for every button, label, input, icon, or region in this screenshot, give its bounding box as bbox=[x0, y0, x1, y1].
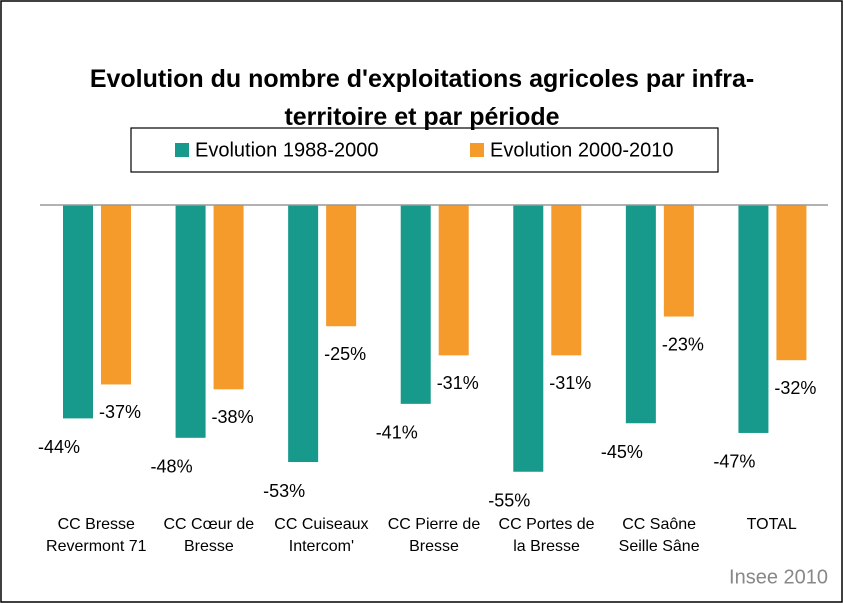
legend-box bbox=[130, 127, 719, 173]
bar bbox=[551, 205, 582, 356]
bar bbox=[63, 205, 93, 419]
data-label: -37% bbox=[99, 402, 141, 422]
data-label: -41% bbox=[376, 423, 418, 443]
x-tick-label: TOTAL bbox=[746, 516, 797, 533]
data-label: -53% bbox=[263, 481, 305, 501]
data-label: -38% bbox=[212, 407, 254, 427]
x-tick-label: CC Bresse Revermont 71 bbox=[46, 516, 147, 555]
data-label: -44% bbox=[38, 437, 80, 457]
data-label: -31% bbox=[549, 373, 591, 393]
data-label: -25% bbox=[324, 344, 366, 364]
bar bbox=[326, 205, 357, 327]
x-tick-label: CC Pierre de Bresse bbox=[387, 516, 481, 555]
bar bbox=[438, 205, 469, 356]
x-tick-label: CC Saône Seille Sâne bbox=[618, 516, 700, 555]
bar bbox=[513, 205, 544, 472]
data-label: -32% bbox=[774, 378, 816, 398]
bar bbox=[101, 205, 131, 385]
bar bbox=[625, 205, 656, 424]
data-label: -45% bbox=[601, 442, 643, 462]
bar bbox=[175, 205, 206, 438]
data-label: -23% bbox=[662, 334, 704, 354]
x-tick-label: CC Portes de la Bresse bbox=[498, 516, 595, 555]
legend-label: Evolution 1988-2000 bbox=[195, 139, 378, 161]
x-tick-label: CC Cœur de Bresse bbox=[163, 516, 255, 555]
bar bbox=[663, 205, 694, 317]
legend-swatch bbox=[175, 143, 189, 157]
data-label: -31% bbox=[437, 373, 479, 393]
source: Insee 2010 bbox=[729, 566, 828, 588]
legend-label: Evolution 2000-2010 bbox=[490, 139, 673, 161]
bar bbox=[776, 205, 807, 361]
chart-title: Evolution du nombre d'exploitations agri… bbox=[89, 65, 755, 131]
data-label: -55% bbox=[488, 491, 530, 511]
bar bbox=[213, 205, 244, 390]
data-label: -48% bbox=[151, 457, 193, 477]
bar bbox=[288, 205, 319, 463]
bar bbox=[400, 205, 431, 404]
legend-swatch bbox=[470, 143, 484, 157]
data-label: -47% bbox=[713, 452, 755, 472]
x-tick-label: CC Cuiseaux Intercom' bbox=[274, 516, 369, 555]
bar bbox=[738, 205, 769, 433]
